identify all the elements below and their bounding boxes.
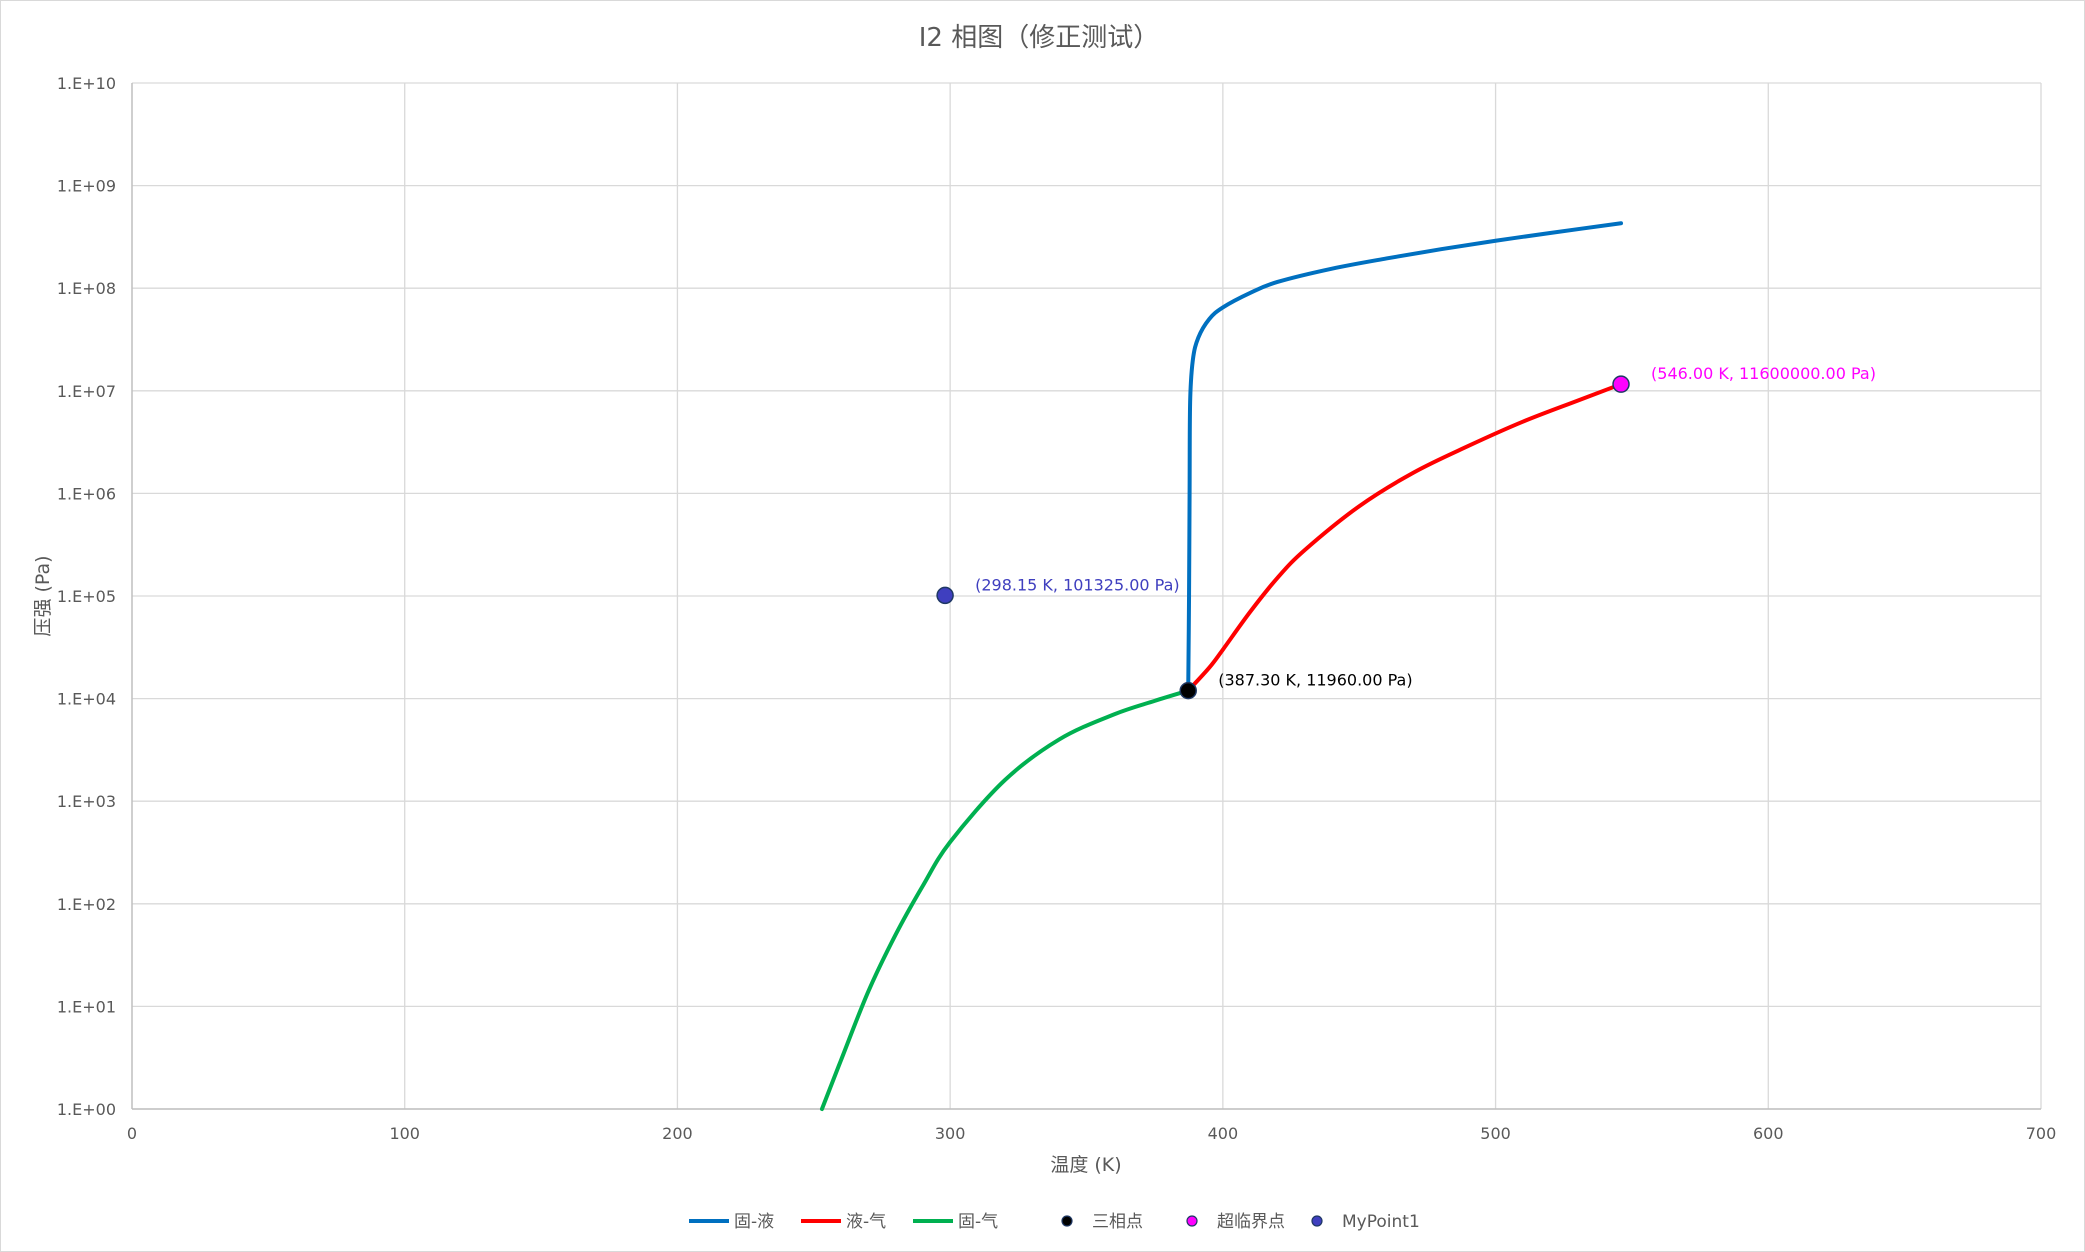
series-line-3 (819, 688, 1191, 1111)
legend-label-6: MyPoint1 (1342, 1212, 1420, 1232)
x-tick-label: 600 (1753, 1124, 1784, 1143)
x-tick-label: 100 (389, 1124, 420, 1143)
legend-swatch-4 (1061, 1215, 1073, 1227)
series-layer (819, 221, 1630, 1111)
y-tick-label: 1.E+05 (57, 587, 116, 606)
x-tick-label: 0 (127, 1124, 137, 1143)
y-tick-label: 1.E+02 (57, 895, 116, 914)
y-tick-label: 1.E+03 (57, 792, 116, 811)
y-tick-label: 1.E+06 (57, 484, 116, 503)
legend-label-5: 超临界点 (1217, 1212, 1285, 1232)
data-point-1 (1179, 681, 1197, 700)
legend-label-2: 液-气 (846, 1212, 886, 1232)
y-axis-title: 压强 (Pa) (32, 555, 54, 636)
y-tick-label: 1.E+10 (57, 74, 116, 93)
y-tick-label: 1.E+00 (57, 1100, 116, 1119)
x-tick-label: 700 (2026, 1124, 2057, 1143)
y-tick-label: 1.E+08 (57, 279, 116, 298)
y-tick-label: 1.E+09 (57, 177, 116, 196)
y-tick-label: 1.E+01 (57, 997, 116, 1016)
data-label-1: (387.30 K, 11960.00 Pa) (1218, 671, 1412, 690)
data-point-2 (1612, 375, 1630, 393)
series-line-1 (1186, 221, 1624, 693)
legend-swatch-5 (1186, 1215, 1198, 1227)
x-tick-label: 500 (1480, 1124, 1511, 1143)
x-tick-label: 300 (935, 1124, 966, 1143)
x-tick-label: 200 (662, 1124, 693, 1143)
series-line-2 (1186, 382, 1624, 693)
legend: 固-液 液-气 固-气 三相点 超临界点 MyPoint1 (689, 1212, 1420, 1232)
point-labels: (387.30 K, 11960.00 Pa) (546.00 K, 116000… (975, 364, 1876, 689)
x-tick-label: 400 (1208, 1124, 1239, 1143)
y-tick-label: 1.E+04 (57, 690, 116, 709)
axes: 1.E+00 1.E+01 1.E+02 1.E+03 1.E+04 1.E+05 1.E+… (57, 74, 2056, 1143)
y-tick-label: 1.E+07 (57, 382, 116, 401)
legend-label-4: 三相点 (1092, 1212, 1143, 1232)
x-axis-title: 温度 (K) (1050, 1154, 1121, 1176)
data-label-3: (298.15 K, 101325.00 Pa) (975, 575, 1180, 594)
legend-swatch-6 (1311, 1215, 1323, 1227)
legend-label-1: 固-液 (734, 1212, 774, 1232)
data-point-3 (936, 586, 954, 605)
data-label-2: (546.00 K, 11600000.00 Pa) (1651, 364, 1876, 383)
gridlines (132, 82, 2042, 1110)
legend-label-3: 固-气 (958, 1212, 998, 1232)
chart-title: I2 相图（修正测试） (919, 23, 1159, 53)
